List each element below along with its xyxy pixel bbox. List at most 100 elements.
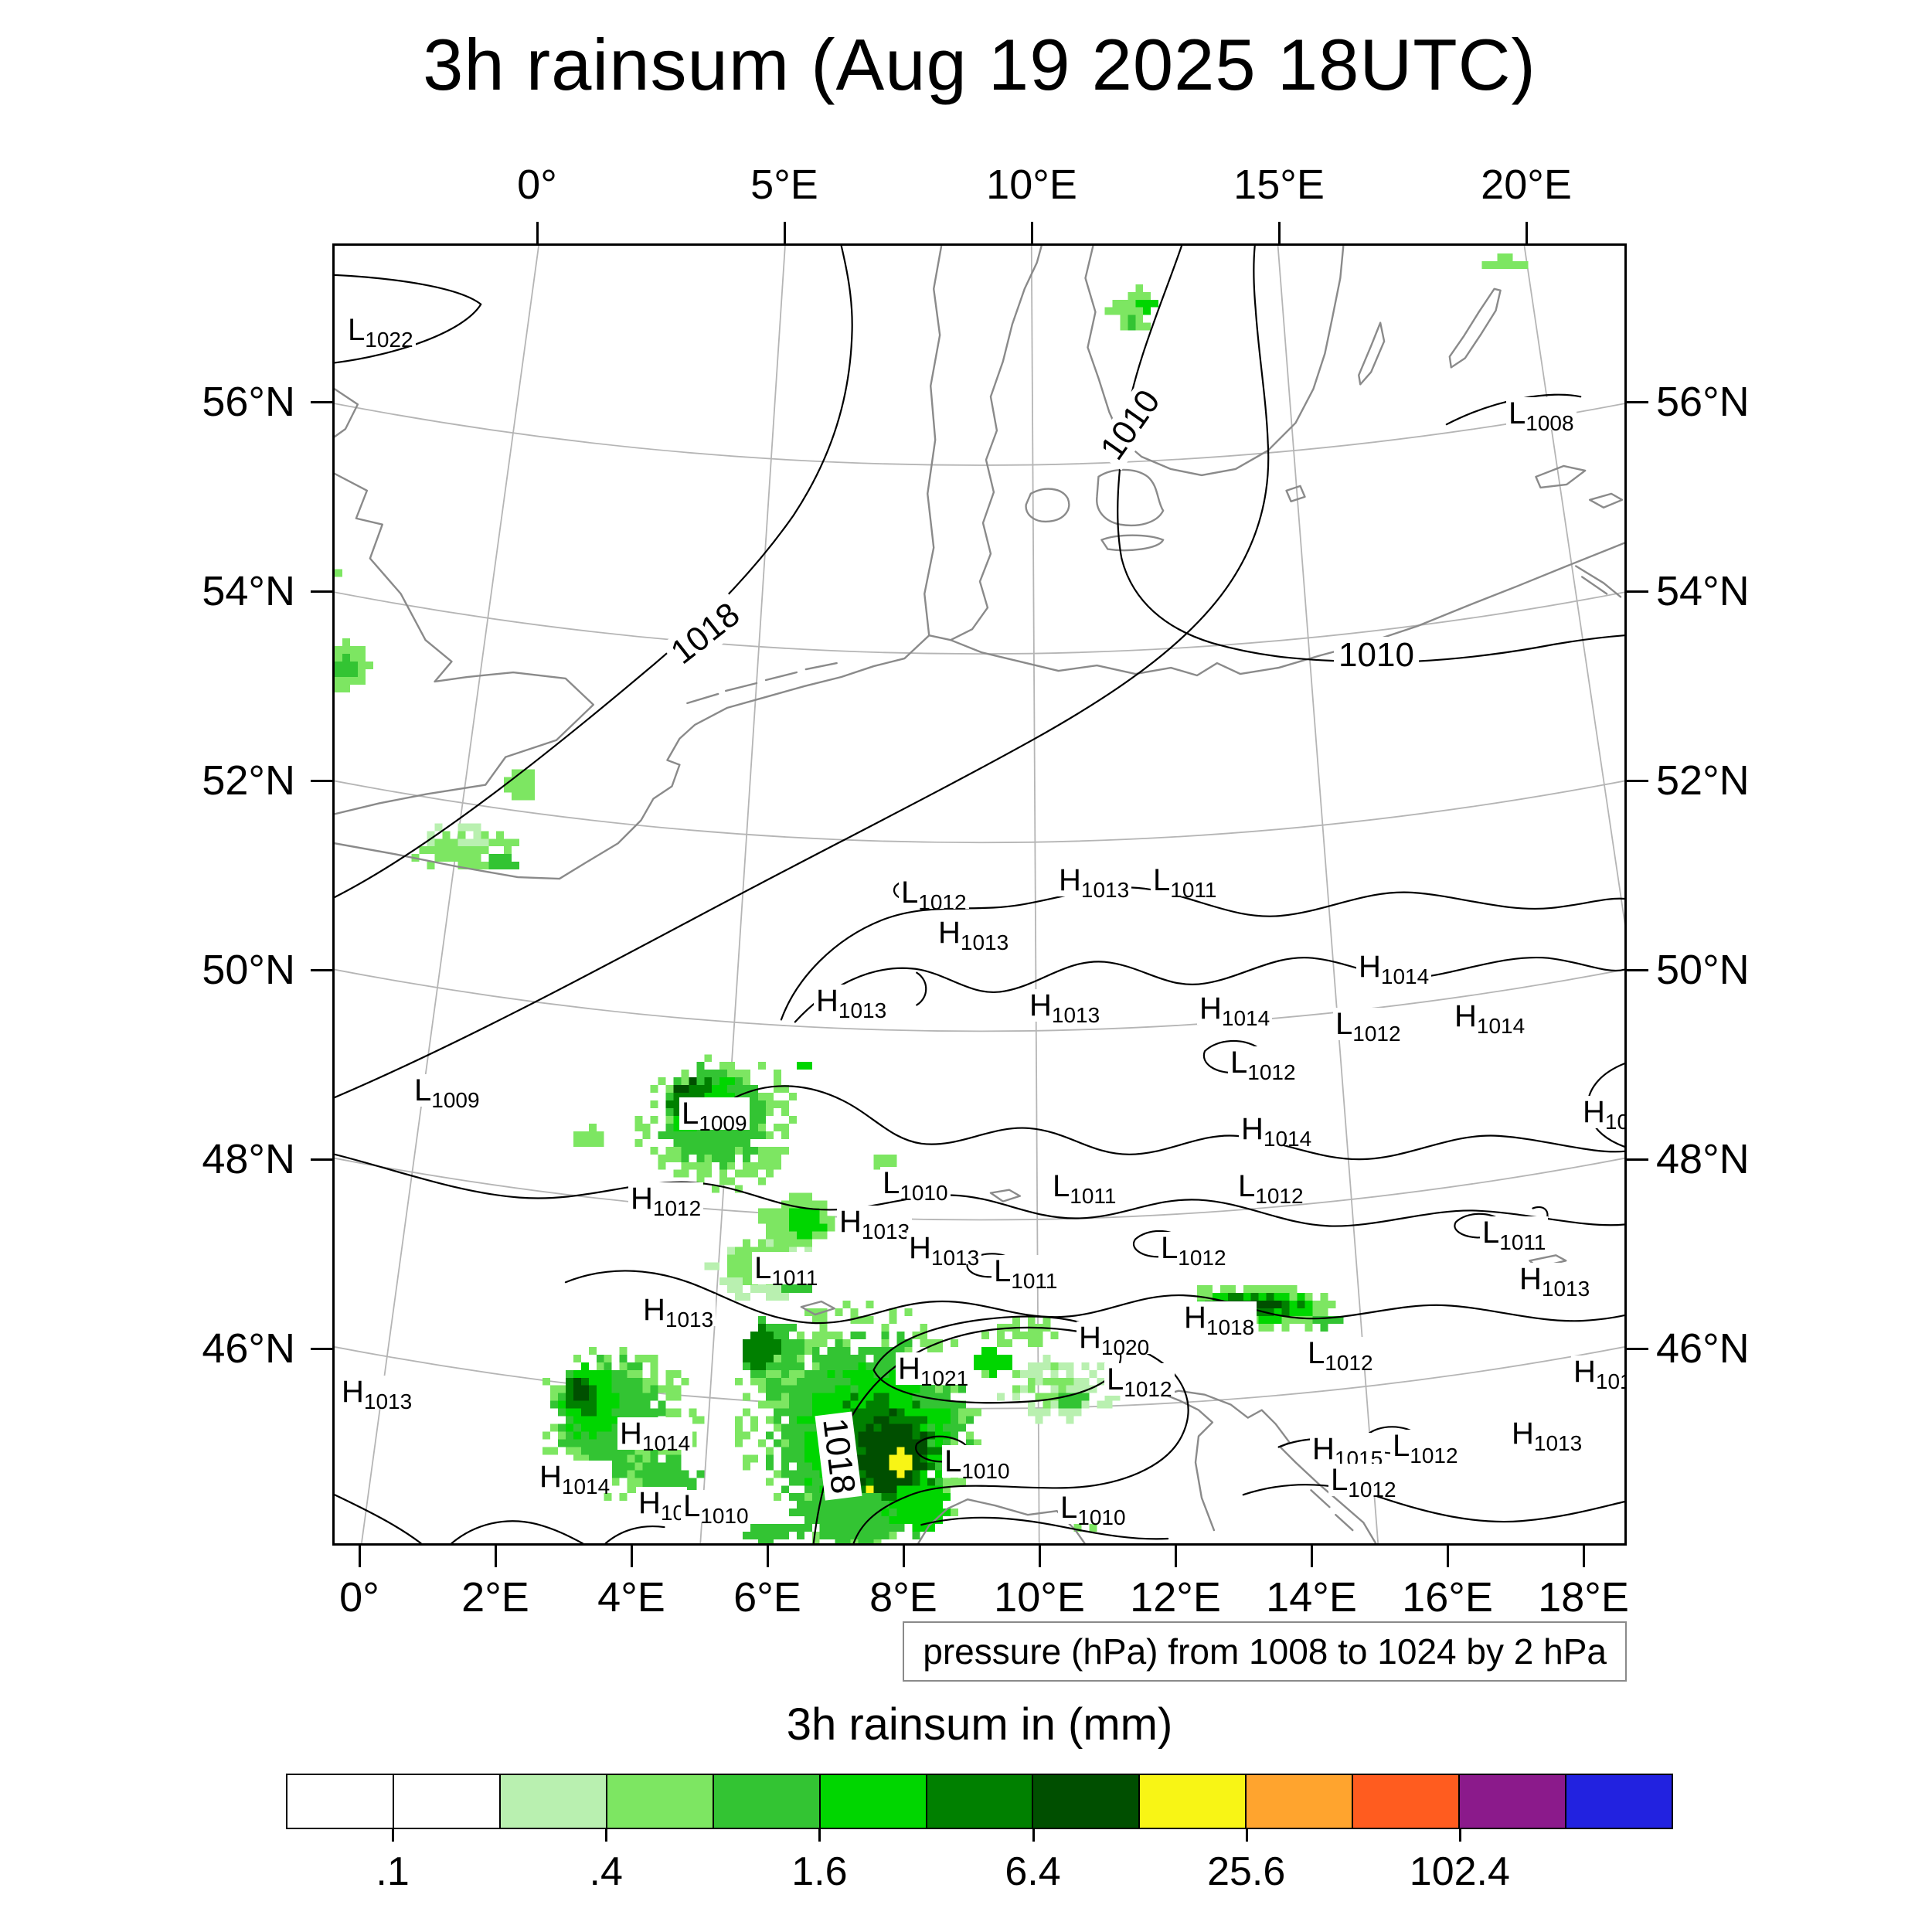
coastline-frisian-islands [686,662,838,705]
axis-tick-left [311,401,332,403]
rain-cell [1258,1301,1267,1309]
rain-cell [750,1146,759,1155]
rain-cell [481,862,489,870]
rain-cell [1097,1362,1105,1370]
pressure-center-value: 1018 [1206,1315,1255,1339]
rain-cell [842,1539,851,1543]
rain-cell [881,1447,889,1455]
rain-cell [712,1154,720,1162]
rain-cell [881,1385,889,1393]
rain-cell [912,1532,920,1540]
rain-cell [889,1509,897,1517]
pressure-caption: pressure (hPa) from 1008 to 1024 by 2 hP… [903,1621,1627,1682]
rain-cell [1497,253,1505,261]
rain-cell [858,1408,866,1417]
rain-cell [335,669,342,678]
rain-cell [896,1416,905,1424]
rain-cell [588,1423,597,1432]
rain-cell [627,1454,635,1463]
rain-cell [1281,1316,1290,1325]
isobar-1020-northwest [335,274,482,364]
rain-cell [604,1400,612,1409]
rain-cell [673,1115,682,1124]
graticule-meridian [360,246,539,1543]
rain-cell [1120,315,1128,323]
rain-cell [580,1362,589,1370]
rain-cell [735,1085,743,1094]
rain-cell [619,1454,628,1463]
rain-cell [866,1439,874,1447]
rain-cell [580,1377,589,1386]
rain-cell [996,1324,1005,1332]
rain-cell [634,1354,643,1362]
rain-cell [1266,1301,1274,1309]
rain-cell [758,1354,766,1362]
rain-cell [1335,1316,1344,1325]
rain-cell [442,838,451,847]
rain-cell [920,1431,928,1440]
rain-cell [866,1431,874,1440]
rain-cell [673,1478,682,1486]
rain-cell [804,1216,812,1224]
rain-cell [765,1093,774,1101]
rain-cell [335,677,342,685]
rain-cell [750,1532,759,1540]
rain-cell [881,1485,889,1494]
rain-cell [1274,1301,1282,1309]
rain-cell [873,1431,882,1440]
rain-cell [758,1100,766,1109]
rain-cell [1128,307,1136,315]
rain-cell [565,1431,573,1440]
rain-cell [796,1408,804,1417]
rain-cell [735,1093,743,1101]
colorbar-tick [1245,1829,1248,1842]
rain-cell [557,1400,566,1409]
rain-cell [743,1532,751,1540]
colorbar-cell [1140,1775,1247,1828]
rain-cell [673,1454,682,1463]
rain-cell [804,1524,812,1532]
rain-cell [804,1462,812,1471]
coastline-baltic-south [949,542,1624,677]
rain-cell [650,1454,658,1463]
rain-cell [504,846,512,855]
rain-cell [596,1454,604,1463]
rain-cell [596,1369,604,1378]
rain-cell [758,1324,766,1332]
rain-cell [527,792,536,801]
rain-cell [1012,1385,1020,1393]
rain-cell [1027,1362,1036,1370]
rain-cell [920,1493,928,1502]
rain-cell [1104,1400,1113,1409]
rain-cell [665,1108,674,1116]
rain-cell [773,1493,781,1502]
pressure-center-label: H1014 [617,1417,693,1454]
rain-cell [1204,1285,1213,1294]
pressure-center-letter: L [1509,396,1526,430]
rain-cell [727,1254,736,1263]
pressure-center-label: H1014 [1356,951,1432,988]
rain-cell [1120,307,1128,315]
pressure-center-value: 1014 [641,1431,691,1455]
rain-cell [1219,1293,1228,1301]
pressure-center-letter: L [683,1489,701,1523]
rain-cell [788,1208,797,1216]
rain-cell [750,1085,759,1094]
rain-cell [904,1439,913,1447]
rain-cell [796,1509,804,1517]
rain-cell [850,1385,859,1393]
rain-cell [673,1154,682,1162]
rain-cell [665,1123,674,1131]
rain-cell [1035,1416,1043,1424]
rain-cell [881,1362,889,1370]
pressure-center-value: 1014 [561,1475,611,1498]
rain-cell [588,1385,597,1393]
axis-label-right: 48°N [1656,1136,1750,1182]
rain-cell [873,1416,882,1424]
axis-label-bottom: 12°E [1130,1574,1221,1621]
rain-cell [796,1223,804,1232]
rain-cell [1219,1285,1228,1294]
rain-cell [873,1501,882,1509]
rain-cell [935,1423,944,1432]
rain-cell [712,1262,720,1270]
